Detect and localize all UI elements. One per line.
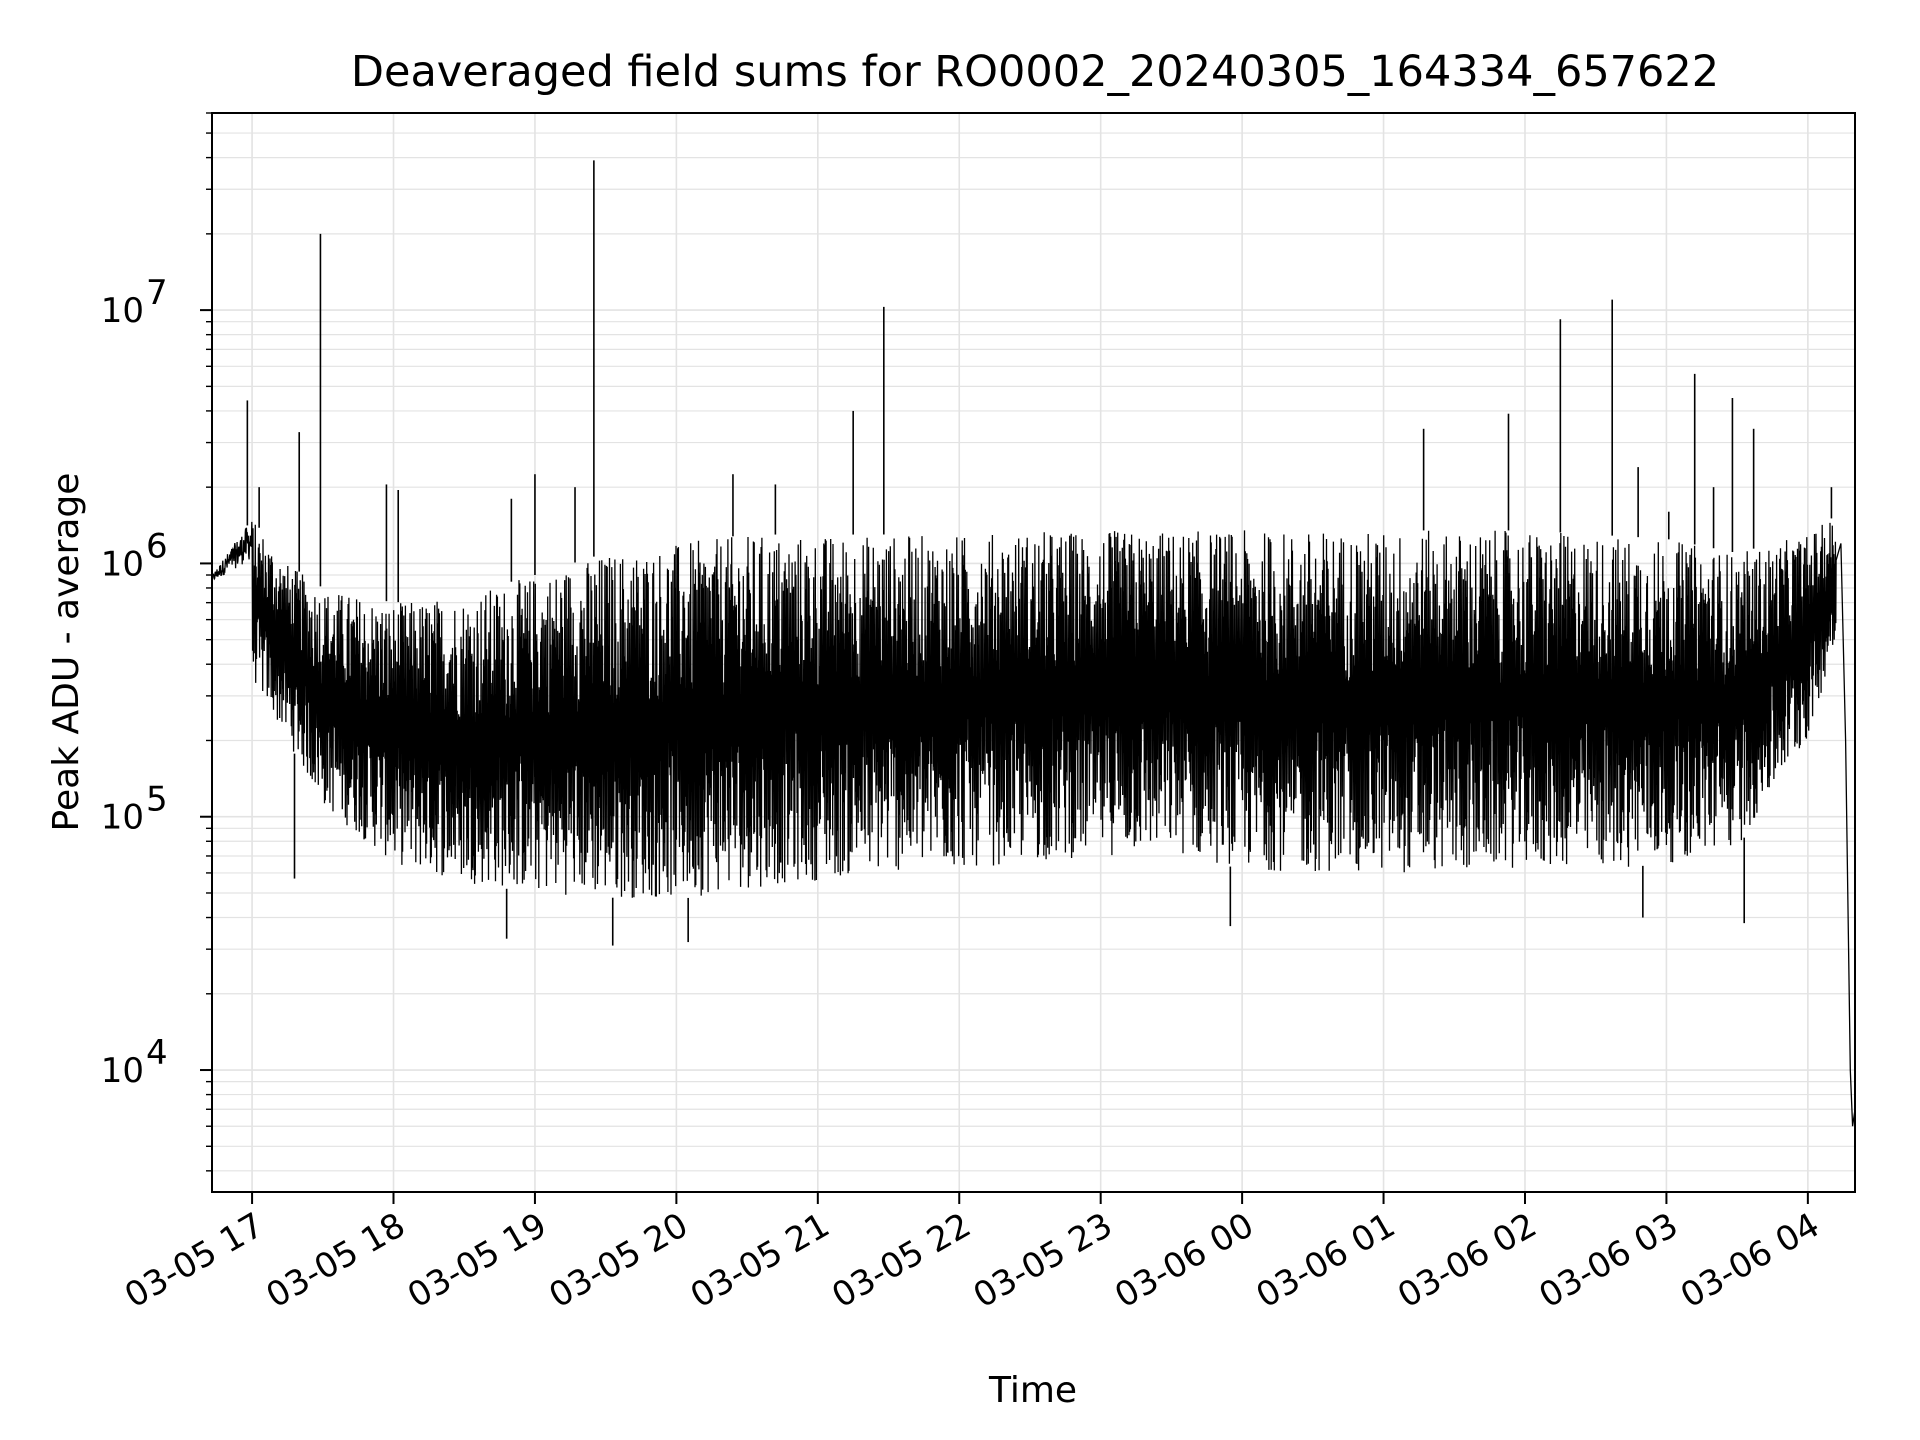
x-tick-label: 03-05 19 — [401, 1205, 553, 1316]
x-tick-label: 03-05 17 — [118, 1205, 270, 1316]
x-tick-label: 03-05 21 — [684, 1205, 836, 1316]
series-line — [211, 160, 1856, 1127]
x-tick-label: 03-06 03 — [1533, 1205, 1685, 1316]
x-axis-label: Time — [988, 1370, 1077, 1411]
y-tick-exponent: 7 — [146, 273, 168, 313]
x-tick-label: 03-06 02 — [1391, 1205, 1543, 1316]
x-tick-label: 03-06 04 — [1674, 1205, 1826, 1316]
y-axis-label: Peak ADU - average — [46, 473, 87, 832]
y-tick-label: 10 — [101, 544, 144, 584]
x-tick-label: 03-06 00 — [1108, 1205, 1260, 1316]
x-tick-label: 03-05 23 — [967, 1205, 1119, 1316]
y-tick-exponent: 5 — [146, 780, 168, 820]
x-tick-label: 03-05 22 — [825, 1205, 977, 1316]
y-tick-label: 10 — [101, 1051, 144, 1091]
x-tick-label: 03-05 18 — [260, 1205, 412, 1316]
plot-frame — [211, 112, 1856, 1193]
chart-title: Deaveraged field sums for RO0002_2024030… — [351, 47, 1719, 97]
series-trace — [211, 521, 1856, 1127]
y-tick-label: 10 — [101, 798, 144, 838]
x-tick-label: 03-06 01 — [1250, 1205, 1402, 1316]
y-tick-exponent: 6 — [146, 526, 168, 566]
y-tick-exponent: 4 — [146, 1033, 168, 1073]
y-tick-label: 10 — [101, 291, 144, 331]
x-tick-label: 03-05 20 — [542, 1205, 694, 1316]
